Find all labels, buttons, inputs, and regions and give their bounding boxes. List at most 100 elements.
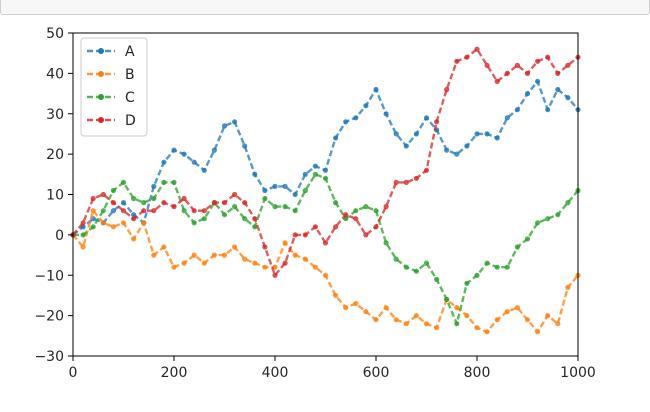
data-point-C-36 <box>434 276 440 282</box>
data-point-D-32 <box>393 179 399 185</box>
data-point-C-9 <box>161 179 167 185</box>
data-point-A-38 <box>454 151 460 157</box>
data-point-C-25 <box>322 175 329 181</box>
data-point-C-16 <box>232 204 238 210</box>
data-point-D-41 <box>484 62 490 68</box>
x-tick-label-0: 0 <box>69 365 78 381</box>
data-point-D-14 <box>211 200 217 206</box>
data-point-C-15 <box>221 212 228 218</box>
data-point-B-2 <box>90 208 96 214</box>
data-point-B-16 <box>232 244 238 250</box>
data-point-C-32 <box>393 256 399 262</box>
data-point-B-48 <box>555 321 561 327</box>
data-point-D-34 <box>413 175 419 181</box>
data-point-B-6 <box>131 236 137 242</box>
data-point-A-22 <box>292 191 298 198</box>
data-point-C-41 <box>484 260 490 266</box>
data-point-C-44 <box>514 244 521 250</box>
data-point-B-40 <box>474 325 480 331</box>
data-point-A-14 <box>211 147 217 153</box>
data-point-A-47 <box>545 107 551 113</box>
data-point-A-5 <box>120 200 127 206</box>
data-point-D-10 <box>171 204 177 210</box>
data-point-B-49 <box>565 284 571 290</box>
data-point-D-13 <box>201 208 207 214</box>
data-point-C-26 <box>333 200 339 206</box>
data-point-A-6 <box>131 212 137 218</box>
data-point-C-42 <box>494 264 500 270</box>
data-point-B-15 <box>221 252 228 258</box>
data-point-B-3 <box>100 220 106 226</box>
data-point-D-16 <box>232 191 238 198</box>
y-tick-label-20: 20 <box>46 147 64 163</box>
legend-marker-A <box>98 48 104 54</box>
data-point-D-36 <box>434 119 440 125</box>
data-point-A-43 <box>504 115 510 121</box>
data-point-B-9 <box>161 244 167 250</box>
data-point-B-32 <box>393 317 399 323</box>
data-point-A-37 <box>444 147 450 153</box>
y-tick-label--20: −20 <box>34 309 64 325</box>
data-point-C-2 <box>90 224 96 230</box>
data-point-A-27 <box>343 119 349 125</box>
data-point-C-1 <box>80 232 86 238</box>
data-point-C-17 <box>242 216 248 222</box>
data-point-B-7 <box>141 220 147 226</box>
data-point-D-9 <box>161 200 167 206</box>
data-point-A-39 <box>464 143 470 149</box>
y-tick-label-0: 0 <box>55 228 64 244</box>
data-point-D-1 <box>80 220 86 226</box>
data-point-D-25 <box>322 240 329 246</box>
data-point-B-26 <box>333 292 339 298</box>
x-tick-label-600: 600 <box>363 365 390 381</box>
data-point-D-27 <box>343 212 349 218</box>
data-point-A-49 <box>565 95 571 101</box>
data-point-A-23 <box>302 171 308 177</box>
data-point-D-24 <box>312 224 318 230</box>
data-point-C-45 <box>524 236 531 242</box>
data-point-B-25 <box>322 272 329 278</box>
data-point-C-38 <box>454 321 460 327</box>
data-point-D-22 <box>292 232 298 238</box>
data-point-D-18 <box>252 216 258 222</box>
legend-label-D: D <box>125 113 136 129</box>
data-point-C-46 <box>535 220 541 226</box>
series-line-C <box>73 173 579 325</box>
legend-box <box>80 37 148 137</box>
data-point-D-39 <box>464 54 470 60</box>
data-point-C-43 <box>504 264 510 270</box>
data-point-D-28 <box>353 216 359 222</box>
data-point-A-12 <box>191 159 197 165</box>
y-tick-label--30: −30 <box>34 349 64 365</box>
data-point-D-44 <box>514 62 521 68</box>
data-point-D-23 <box>302 232 308 238</box>
data-point-A-15 <box>221 123 228 129</box>
data-point-B-34 <box>413 313 419 319</box>
x-tick-label-200: 200 <box>161 365 188 381</box>
data-point-B-33 <box>403 321 409 327</box>
data-point-B-27 <box>343 305 349 311</box>
axes: 0 200 400 600 800 1000 −30 −20 −10 0 10 20 30 40 50 <box>34 26 595 381</box>
data-point-A-26 <box>333 135 339 141</box>
data-point-D-8 <box>151 208 157 214</box>
data-point-B-10 <box>171 264 177 270</box>
data-point-B-36 <box>434 325 440 331</box>
data-point-B-12 <box>191 252 197 258</box>
y-tick-label-40: 40 <box>46 66 64 82</box>
data-point-C-8 <box>151 195 157 202</box>
data-point-A-44 <box>514 107 521 113</box>
data-point-B-24 <box>312 264 318 270</box>
data-point-B-31 <box>383 305 389 311</box>
data-point-B-23 <box>302 256 308 262</box>
data-point-D-31 <box>383 204 389 210</box>
data-point-C-40 <box>474 272 480 278</box>
data-point-D-38 <box>454 58 460 64</box>
data-point-A-28 <box>353 115 359 121</box>
data-point-A-31 <box>383 111 389 117</box>
data-point-A-32 <box>393 131 399 137</box>
data-point-A-34 <box>413 131 419 137</box>
y-tick-label--10: −10 <box>34 268 64 284</box>
y-tick-label-50: 50 <box>46 26 64 42</box>
data-point-C-30 <box>373 208 379 214</box>
data-point-D-29 <box>363 232 369 238</box>
